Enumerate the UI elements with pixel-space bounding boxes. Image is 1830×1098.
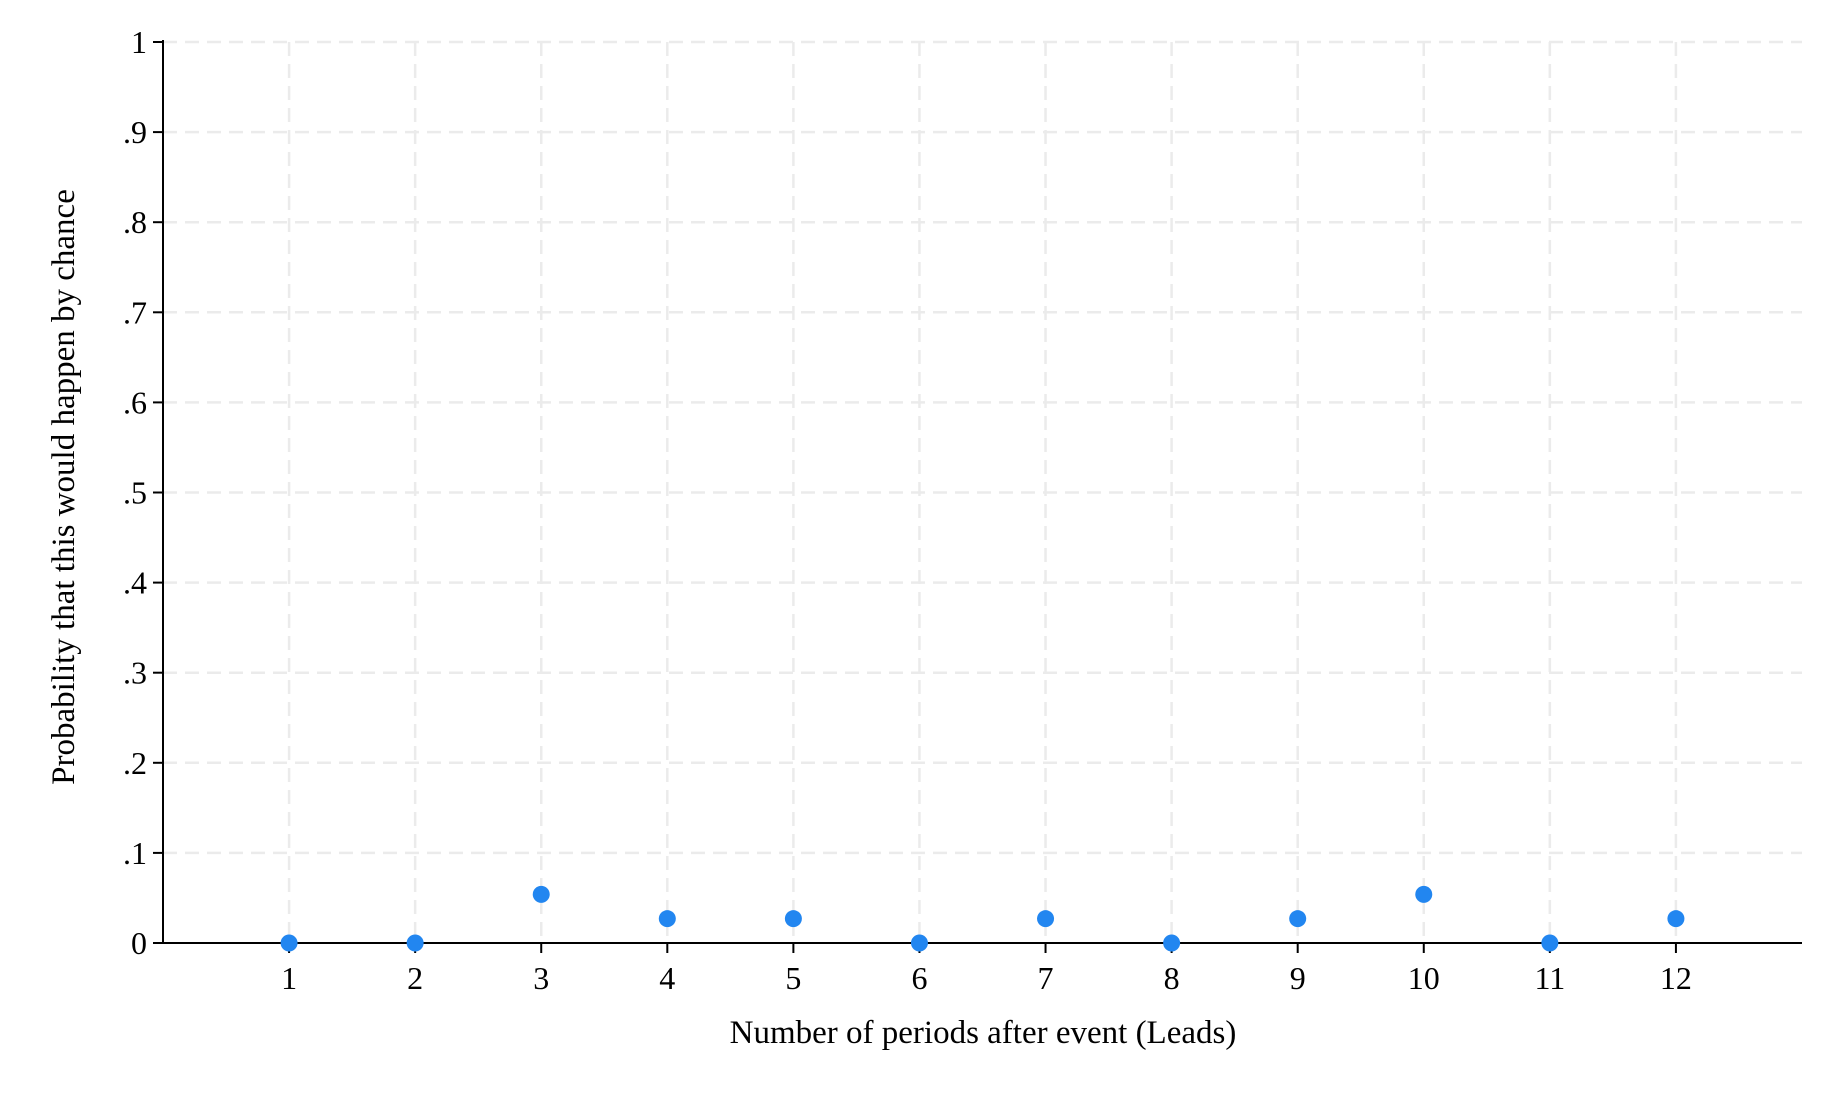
y-tick-label: .2	[123, 745, 147, 781]
y-tick-label: .9	[123, 114, 147, 150]
data-point	[1415, 885, 1433, 903]
x-axis-title: Number of periods after event (Leads)	[730, 1015, 1237, 1051]
ticks: 0.1.2.3.4.5.6.7.8.911 2 3 4 5 6 7 8 9 10 11 12	[123, 24, 1692, 996]
data-point	[1667, 910, 1685, 928]
x-tick-label: 1	[281, 960, 297, 996]
y-tick-label: .5	[123, 475, 147, 511]
y-tick-label: .6	[123, 384, 147, 420]
data-point	[1037, 910, 1055, 928]
x-tick-label: 2	[407, 960, 423, 996]
x-tick-label: 4	[659, 960, 675, 996]
y-tick-label: .3	[123, 655, 147, 691]
data-points	[280, 885, 1685, 952]
x-tick-label: 12	[1660, 960, 1692, 996]
data-point	[1289, 910, 1307, 928]
data-point	[532, 885, 550, 903]
data-point	[1163, 934, 1181, 952]
data-point	[910, 934, 928, 952]
data-point	[658, 910, 676, 928]
data-point	[280, 934, 298, 952]
x-tick-label: 5	[785, 960, 801, 996]
data-point	[406, 934, 424, 952]
x-tick-label: 8	[1164, 960, 1180, 996]
x-tick-label: 6	[911, 960, 927, 996]
y-tick-label: .8	[123, 204, 147, 240]
x-tick-label: 11	[1534, 960, 1565, 996]
y-tick-label: .7	[123, 294, 147, 330]
x-tick-label: 9	[1290, 960, 1306, 996]
x-tick-label: 3	[533, 960, 549, 996]
y-tick-label: 1	[131, 24, 147, 60]
y-axis-title: Probability that this would happen by ch…	[46, 189, 82, 785]
y-tick-label: 0	[131, 925, 147, 961]
x-tick-label: 10	[1408, 960, 1440, 996]
data-point	[784, 910, 802, 928]
y-tick-label: .1	[123, 835, 147, 871]
grid	[163, 40, 1802, 943]
x-tick-label: 7	[1038, 960, 1054, 996]
y-tick-label: .4	[123, 565, 147, 601]
data-point	[1541, 934, 1559, 952]
